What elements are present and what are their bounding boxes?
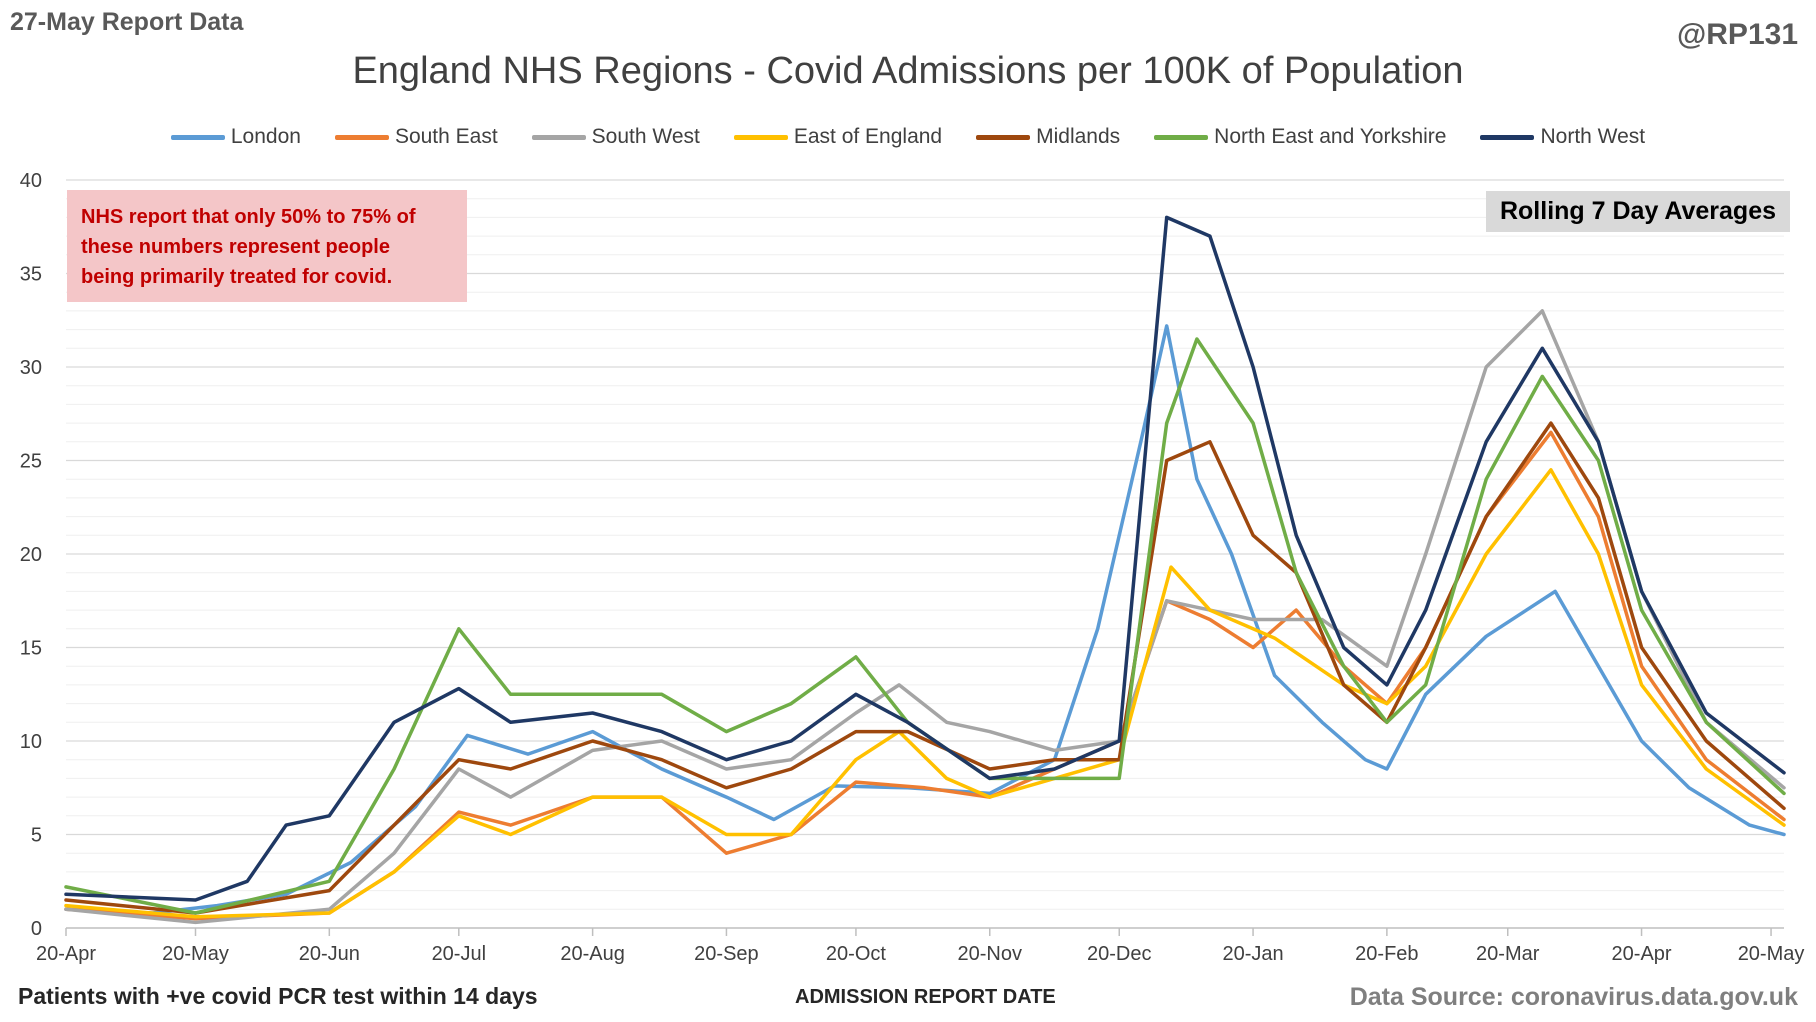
x-tick-label: 20-Dec <box>1087 943 1151 965</box>
series-line-midlands <box>64 421 1786 915</box>
series-line-south-east <box>64 430 1786 921</box>
legend-swatch <box>334 134 389 140</box>
legend-swatch <box>976 134 1031 140</box>
x-tick-label: 20-Nov <box>958 943 1022 965</box>
x-axis-title: ADMISSION REPORT DATE <box>795 986 1056 1008</box>
series-line-south-west <box>64 309 1786 925</box>
x-tick-label: 20-Jul <box>432 943 486 965</box>
legend-item: South East <box>334 125 498 149</box>
x-tick-label: 20-Jun <box>299 943 360 965</box>
chart-legend: London South East South West East of Englan… <box>0 125 1816 149</box>
y-tick-label: 5 <box>31 825 42 847</box>
legend-swatch <box>1480 134 1535 140</box>
x-tick-label: 20-Sep <box>694 943 759 965</box>
legend-item: East of England <box>733 125 943 149</box>
x-tick-label: 20-May <box>162 943 229 965</box>
legend-label: Midlands <box>1036 125 1121 148</box>
y-tick-label: 30 <box>20 357 42 379</box>
x-tick-label: 20-Apr <box>1612 943 1672 965</box>
y-tick-label: 10 <box>20 731 42 753</box>
nhs-note-box: NHS report that only 50% to 75% of these… <box>67 190 467 302</box>
x-tick-label: 20-Mar <box>1476 943 1540 965</box>
nhs-note-line: NHS report that only 50% to 75% of <box>81 206 416 228</box>
x-tick-label: 20-Feb <box>1355 943 1418 965</box>
legend-item: North West <box>1480 125 1645 149</box>
report-date-label: 27-May Report Data <box>10 8 244 36</box>
legend-swatch <box>170 134 225 140</box>
y-tick-label: 40 <box>20 170 42 192</box>
series-line-north-west <box>64 215 1786 902</box>
legend-label: London <box>230 125 301 148</box>
y-tick-label: 15 <box>20 638 42 660</box>
legend-item: South West <box>531 125 700 149</box>
y-tick-label: 20 <box>20 544 42 566</box>
y-tick-label: 35 <box>20 264 42 286</box>
x-tick-label: 20-May <box>1738 943 1805 965</box>
series-line-east-of-england <box>64 468 1786 919</box>
nhs-note-text: NHS report that only 50% to 75% of these… <box>81 202 453 292</box>
legend-swatch <box>1154 134 1209 140</box>
series-line-north-east-and-yorkshire <box>64 337 1786 915</box>
legend-label: East of England <box>793 125 943 148</box>
nhs-note-line: these numbers represent people <box>81 236 390 258</box>
legend-swatch <box>733 134 788 140</box>
x-tick-label: 20-Oct <box>826 943 886 965</box>
footnote-left: Patients with +ve covid PCR test within … <box>18 983 538 1009</box>
y-tick-label: 0 <box>31 918 42 940</box>
rolling-average-badge: Rolling 7 Day Averages <box>1486 191 1790 232</box>
legend-item: Midlands <box>976 125 1120 149</box>
legend-swatch <box>531 134 586 140</box>
series-line-london <box>64 324 1786 915</box>
data-source-label: Data Source: coronavirus.data.gov.uk <box>1349 983 1798 1011</box>
y-tick-label: 25 <box>20 451 42 473</box>
nhs-note-line: being primarily treated for covid. <box>81 266 393 288</box>
x-tick-label: 20-Apr <box>36 943 96 965</box>
legend-item: North East and Yorkshire <box>1154 125 1446 149</box>
author-handle: @RP131 <box>1677 18 1798 51</box>
legend-label: South East <box>394 125 498 148</box>
legend-label: North West <box>1540 125 1646 148</box>
chart-title: England NHS Regions - Covid Admissions p… <box>352 50 1464 92</box>
legend-label: North East and Yorkshire <box>1214 125 1447 148</box>
legend-label: South West <box>591 125 700 148</box>
x-tick-label: 20-Aug <box>560 943 625 965</box>
legend-item: London <box>170 125 301 149</box>
x-tick-label: 20-Jan <box>1222 943 1283 965</box>
